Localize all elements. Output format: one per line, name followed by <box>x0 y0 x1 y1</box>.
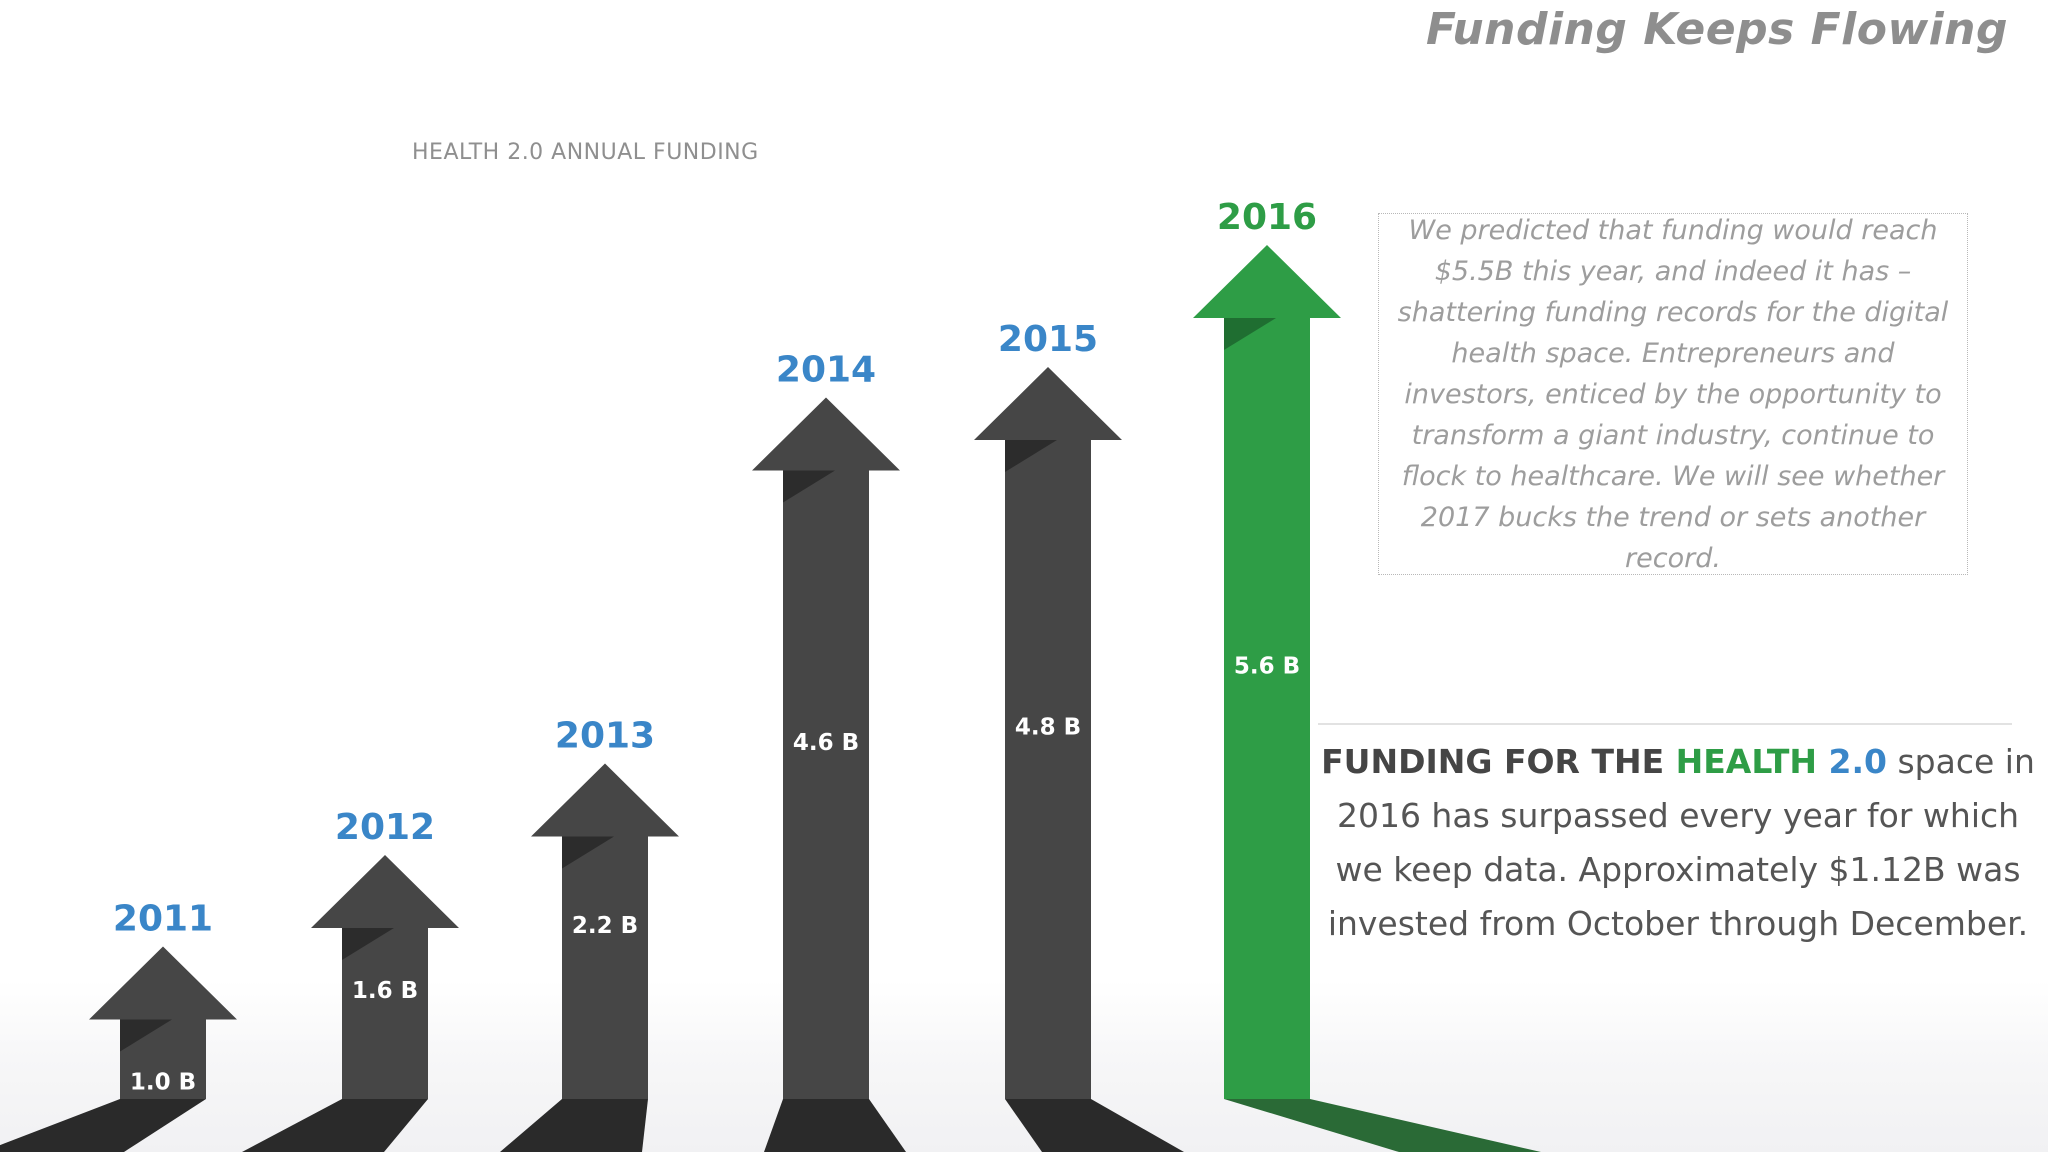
prediction-note-box: We predicted that funding would reach $5… <box>1378 213 1968 575</box>
arrow-shadow-2011 <box>0 1099 206 1152</box>
year-label-2016: 2016 <box>1217 197 1317 238</box>
prediction-note-text: We predicted that funding would reach $5… <box>1397 214 1949 574</box>
arrow-bar-2016 <box>1193 245 1341 1099</box>
summary-emphasis-version: 2.0 <box>1817 742 1887 781</box>
year-label-2013: 2013 <box>555 716 655 757</box>
arrow-bar-2012 <box>311 855 459 1099</box>
year-label-2014: 2014 <box>776 350 876 391</box>
page-title: Funding Keeps Flowing <box>1425 4 2008 55</box>
arrow-shadow-2012 <box>242 1099 428 1152</box>
summary-divider <box>1318 723 2012 725</box>
arrow-shadow-2015 <box>1005 1099 1184 1152</box>
arrow-shadow-2013 <box>500 1099 648 1152</box>
arrow-fold-2012 <box>342 928 394 960</box>
value-label-2011: 1.0 B <box>130 1070 196 1096</box>
arrow-fold-2011 <box>120 1019 172 1052</box>
year-label-2011: 2011 <box>113 899 213 940</box>
chart-title: HEALTH 2.0 ANNUAL FUNDING <box>412 140 759 165</box>
summary-emphasis-health: HEALTH <box>1675 742 1818 781</box>
arrow-fold-2015 <box>1005 440 1057 472</box>
year-label-2012: 2012 <box>335 807 435 848</box>
summary-rest: space in 2016 has surpassed every year f… <box>1327 742 2035 943</box>
arrow-bar-2014 <box>752 397 900 1099</box>
value-label-2012: 1.6 B <box>352 978 418 1004</box>
arrow-fold-2014 <box>783 470 835 503</box>
summary-lead: FUNDING FOR THE <box>1321 742 1676 781</box>
year-label-2015: 2015 <box>998 319 1098 360</box>
arrow-shadow-2016 <box>1224 1099 1541 1152</box>
value-label-2016: 5.6 B <box>1234 654 1300 680</box>
value-label-2014: 4.6 B <box>793 730 859 756</box>
arrow-bar-2015 <box>974 367 1122 1099</box>
summary-text: FUNDING FOR THE HEALTH 2.0 space in 2016… <box>1318 735 2038 951</box>
value-label-2015: 4.8 B <box>1015 715 1081 741</box>
arrow-fold-2013 <box>562 836 614 869</box>
arrow-fold-2016 <box>1224 318 1276 350</box>
value-label-2013: 2.2 B <box>572 913 638 939</box>
arrow-shadow-2014 <box>764 1099 906 1152</box>
